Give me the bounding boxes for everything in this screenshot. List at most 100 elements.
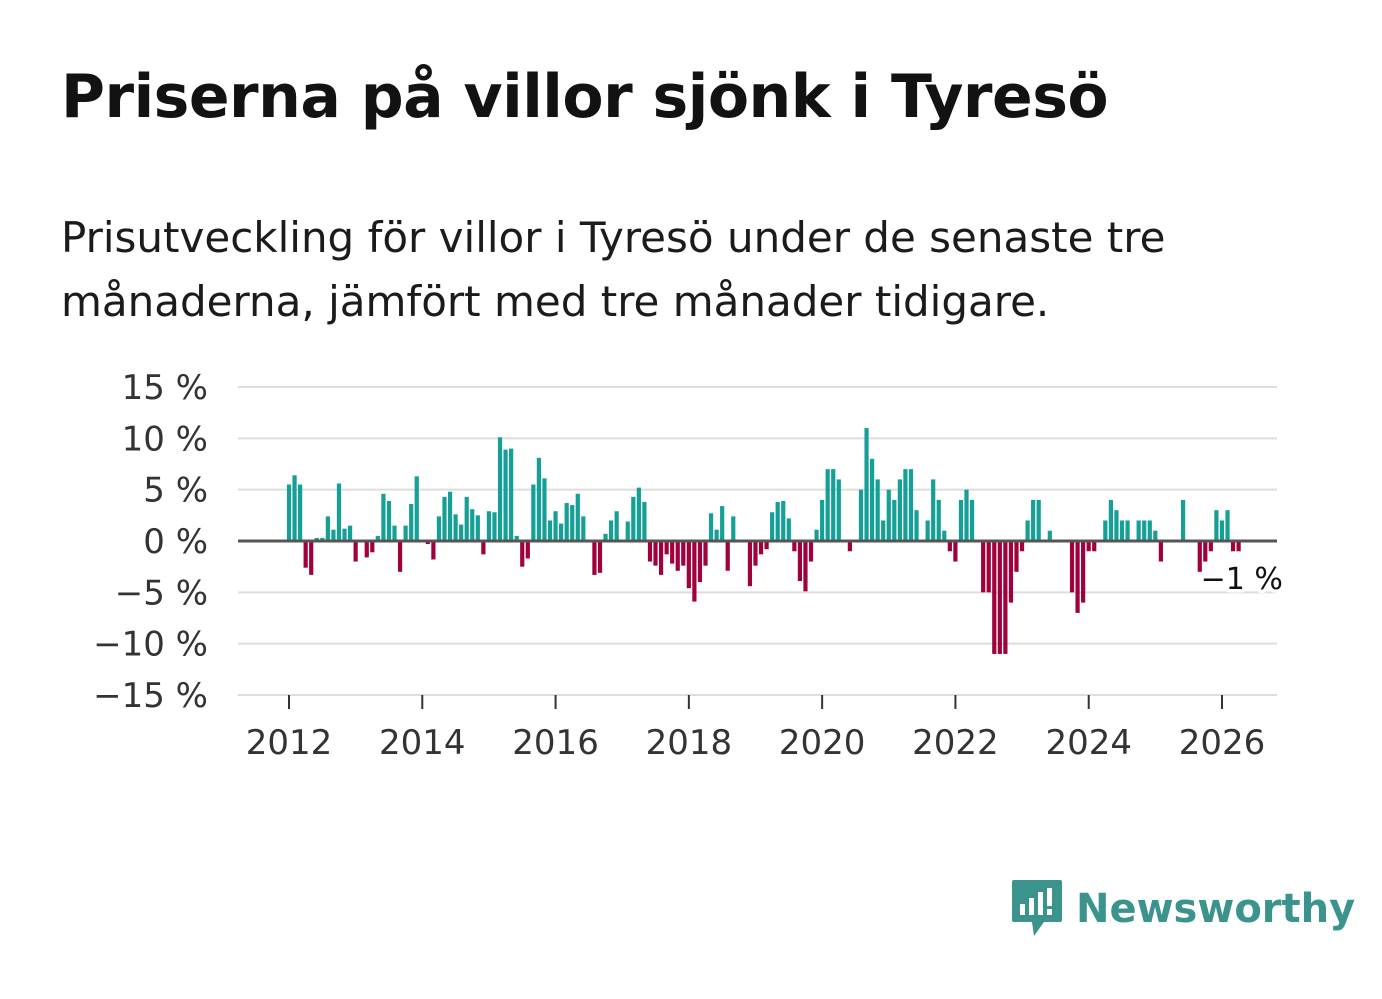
bar-positive [942,530,947,541]
bar-negative [1092,541,1097,552]
x-tick-label: 2012 [246,723,333,763]
bar-negative [592,541,597,575]
bar-positive [820,499,825,541]
y-tick-label: 5 % [143,471,208,511]
bar-positive [925,520,930,541]
y-axis: 15 % 10 % 5 % 0 % −5 % −10 % −15 % [93,368,208,716]
bar-chart: 15 %10 %5 %0 %−5 %−10 %−15 % 2012 2014 201… [93,368,1283,763]
bar-positive [514,535,519,541]
bar-positive [509,448,514,541]
bar-positive [914,510,919,541]
bar-negative [686,541,691,589]
bar-positive [631,496,636,541]
bar-positive [1114,510,1119,541]
bar-positive [347,525,353,541]
bar-negative [1069,541,1075,593]
bar-negative [653,541,658,566]
x-tick-label: 2020 [779,723,866,763]
x-tick-label: 2016 [512,723,599,763]
bar-negative [953,541,958,562]
bar-positive [414,476,419,541]
bar-positive [375,535,380,541]
bar-negative [431,541,436,560]
bar-positive [336,483,342,541]
bar-negative [1008,541,1014,603]
bar-positive [581,516,586,541]
bar-positive [342,528,347,541]
bar-negative [981,541,986,593]
bar-negative [1081,541,1086,603]
bar-positive [542,478,547,541]
bar-positive [864,428,869,541]
bar-positive [292,475,297,541]
bar-positive [781,500,786,541]
bar-positive [908,469,914,541]
bar-negative [425,541,430,545]
x-tick-label: 2026 [1179,723,1266,763]
bar-positive [642,501,647,541]
bar-positive [325,516,330,541]
bar-negative [658,541,664,575]
bar-negative [758,541,764,555]
bar-positive [1147,520,1152,541]
bar-positive [403,525,408,541]
bar-positive [381,493,386,541]
bar-positive [1225,510,1230,541]
bar-positive [442,496,447,541]
bar-positive [875,479,880,541]
x-axis: 2012 2014 2016 2018 2020 2022 2024 2026 [246,695,1266,763]
bar-positive [786,518,791,541]
bar-positive [547,520,553,541]
bar-positive [314,537,319,541]
bar-positive [1136,520,1141,541]
bar-positive [392,525,397,541]
bar-positive [470,509,475,541]
bar-negative [1019,541,1025,552]
bar-negative [803,541,808,592]
bar-positive [575,493,580,541]
bar-positive [1036,499,1041,541]
bar-positive [714,529,719,541]
bar-negative [792,541,797,552]
bar-negative [1158,541,1163,562]
bar-positive [814,529,819,541]
bar-negative [1197,541,1202,572]
bar-negative [808,541,814,562]
bar-positive [436,516,442,541]
bar-positive [1153,530,1158,541]
bar-negative [1003,541,1008,654]
bar-positive [858,489,864,541]
bar-negative [1208,541,1213,552]
bar-negative [692,541,697,602]
bar-negative [992,541,997,654]
y-tick-label: −15 % [93,676,208,716]
bar-positive [459,524,464,541]
bar-positive [331,529,336,541]
bar-negative [670,541,675,564]
bar-positive [320,537,325,541]
bar-positive [870,458,875,541]
chart-subtitle: Prisutveckling för villor i Tyresö under… [61,213,1166,326]
y-tick-label: −5 % [115,573,208,613]
x-tick-label: 2022 [912,723,999,763]
grid-lines [238,386,1277,696]
bar-positive [825,469,830,541]
bar-positive [486,511,492,541]
y-tick-label: 0 % [143,522,208,562]
bar-positive [531,484,536,541]
bar-negative [725,541,730,571]
bar-negative [797,541,803,582]
y-tick-label: −10 % [93,625,208,665]
bar-positive [553,511,558,541]
bar-positive [881,520,886,541]
bar-positive [1047,530,1052,541]
y-tick-label: 15 % [122,368,208,408]
bar-positive [497,437,503,541]
newsworthy-logo[interactable]: Newsworthy [1010,878,1355,940]
bar-positive [903,469,908,541]
bar-positive [1214,510,1219,541]
brand-name: Newsworthy [1076,886,1356,932]
bar-positive [1108,499,1113,541]
bar-negative [764,541,769,550]
bar-positive [1180,499,1186,541]
